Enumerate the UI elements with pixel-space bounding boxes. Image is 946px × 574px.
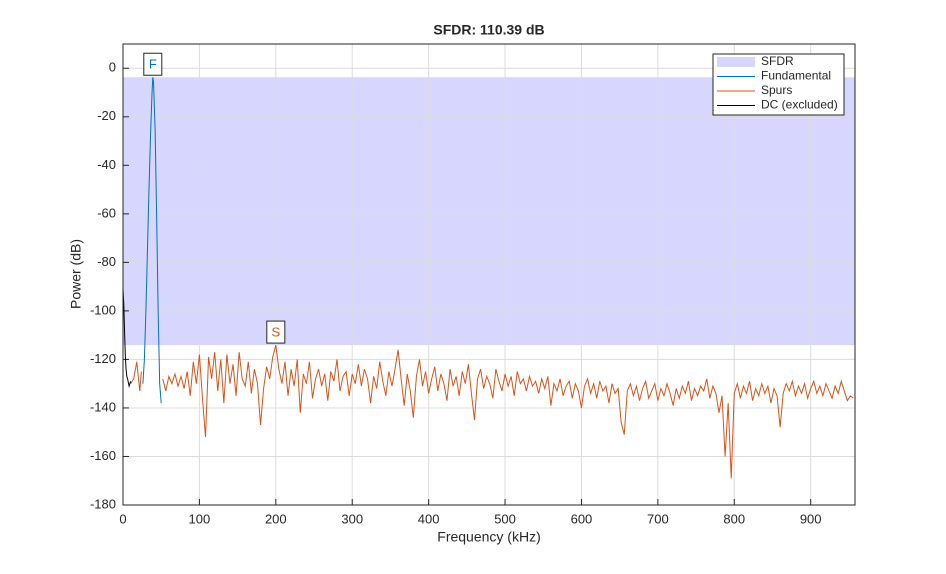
y-axis-label: Power (dB) — [68, 239, 84, 309]
annotation-box — [266, 320, 286, 344]
legend-label: Fundamental — [761, 69, 831, 83]
x-tick-label: 100 — [189, 511, 211, 526]
y-tick-label: -140 — [90, 399, 116, 414]
x-tick-label: 500 — [494, 511, 516, 526]
legend-label: Spurs — [761, 83, 792, 97]
y-tick-label: 0 — [109, 60, 116, 75]
series-line — [130, 344, 854, 479]
x-tick-label: 400 — [418, 511, 440, 526]
chart-title: SFDR: 110.39 dB — [433, 22, 544, 38]
y-tick-label: -80 — [97, 254, 116, 269]
y-tick-label: -20 — [97, 108, 116, 123]
x-tick-label: 200 — [265, 511, 287, 526]
x-tick-label: 900 — [800, 511, 822, 526]
legend-label: DC (excluded) — [761, 98, 838, 112]
series-line — [142, 77, 162, 404]
y-tick-label: -160 — [90, 448, 116, 463]
y-tick-label: -100 — [90, 302, 116, 317]
x-axis-label: Frequency (kHz) — [437, 529, 540, 545]
y-tick-label: -120 — [90, 351, 116, 366]
x-tick-label: 300 — [341, 511, 363, 526]
x-tick-label: 700 — [647, 511, 669, 526]
x-tick-label: 800 — [723, 511, 745, 526]
legend-label: SFDR — [761, 54, 794, 68]
legend-swatch — [717, 57, 755, 67]
x-tick-label: 0 — [119, 511, 126, 526]
annotation-label: F — [149, 57, 157, 72]
series-line — [123, 289, 132, 389]
sfdr-band — [123, 77, 855, 346]
annotation-label: S — [271, 325, 280, 340]
y-tick-label: -180 — [90, 496, 116, 511]
y-tick-label: -60 — [97, 205, 116, 220]
annotation-box — [143, 52, 163, 76]
x-tick-label: 600 — [571, 511, 593, 526]
y-tick-label: -40 — [97, 157, 116, 172]
axes-box — [122, 43, 856, 506]
